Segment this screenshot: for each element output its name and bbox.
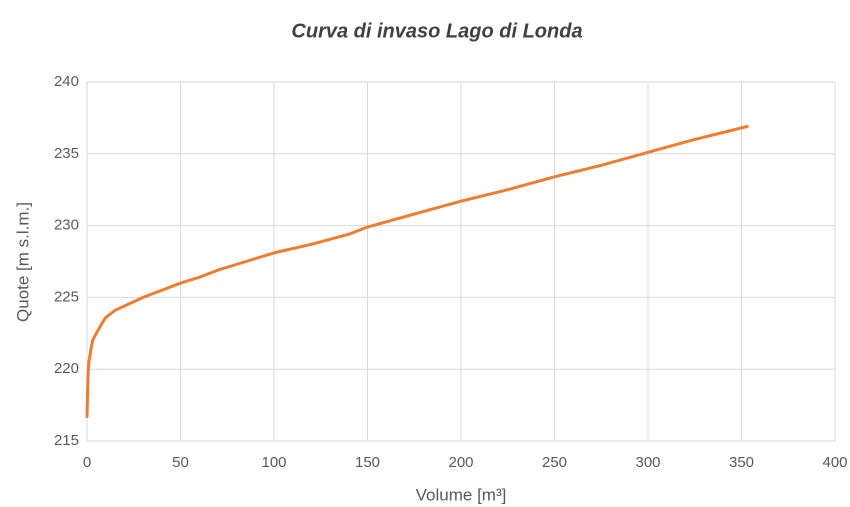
y-tick-label: 240 <box>54 73 79 90</box>
x-axis-label: Volume [m³] <box>416 485 507 504</box>
line-series <box>85 125 749 419</box>
y-tick-label: 220 <box>54 360 79 377</box>
x-tick-label: 200 <box>448 454 473 471</box>
x-tick-label: 0 <box>83 454 91 471</box>
x-tick-label: 150 <box>355 454 380 471</box>
x-tick-label: 300 <box>635 454 660 471</box>
x-tick-label: 50 <box>172 454 189 471</box>
x-tick-label: 400 <box>822 454 847 471</box>
y-tick-label: 230 <box>54 217 79 234</box>
chart-title: Curva di invaso Lago di Londa <box>291 20 582 42</box>
y-tick-label: 235 <box>54 145 79 162</box>
x-tick-label: 250 <box>542 454 567 471</box>
x-tick-label: 350 <box>729 454 754 471</box>
y-tick-label: 215 <box>54 432 79 449</box>
x-tick-label: 100 <box>261 454 286 471</box>
y-axis-label: Quote [m s.l.m.] <box>13 202 32 322</box>
y-tick-label: 225 <box>54 288 79 305</box>
